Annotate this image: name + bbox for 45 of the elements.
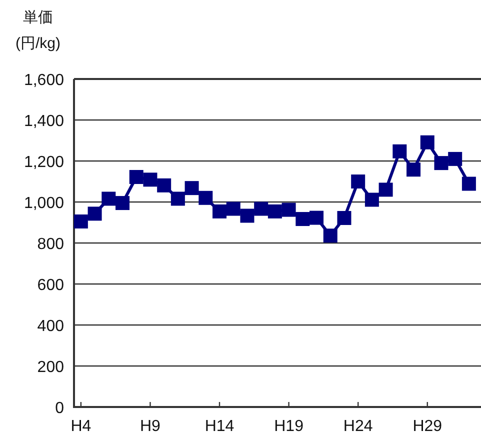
point — [392, 144, 407, 158]
point — [157, 178, 172, 192]
point — [143, 172, 158, 187]
point — [364, 192, 379, 207]
point — [116, 196, 130, 210]
y-tick-label: 400 — [37, 318, 64, 335]
y-tick-label: 800 — [37, 236, 64, 253]
point — [310, 210, 324, 225]
y-tick-label: 1,400 — [24, 113, 64, 130]
point — [378, 182, 393, 197]
x-tick-label: H19 — [274, 418, 304, 435]
x-tick-label: H29 — [412, 418, 442, 435]
y-tick-label: 1,600 — [24, 72, 64, 89]
point — [74, 214, 88, 228]
point — [170, 192, 185, 206]
point — [462, 176, 476, 191]
point — [323, 228, 338, 243]
x-tick-label: H9 — [140, 418, 161, 435]
point — [226, 202, 240, 216]
point — [282, 202, 296, 217]
y-tick-label: 200 — [37, 359, 64, 376]
x-tick-label: H4 — [70, 418, 92, 435]
point — [420, 135, 434, 150]
y-tick-label: 1,000 — [24, 195, 64, 212]
point — [406, 162, 421, 177]
point — [434, 156, 448, 170]
y-axis-title: 単価 (円/kg) — [16, 9, 61, 52]
point — [296, 212, 310, 226]
point — [102, 192, 116, 206]
point — [268, 204, 282, 218]
point — [254, 202, 268, 216]
point — [184, 181, 199, 196]
point — [337, 210, 352, 225]
y-tick-label: 1,200 — [24, 154, 64, 171]
x-tick-label: H24 — [343, 418, 373, 435]
point — [129, 170, 144, 184]
y-tick-label: 600 — [37, 277, 64, 294]
point — [240, 208, 254, 223]
point — [198, 190, 213, 205]
point — [448, 152, 462, 166]
point — [88, 206, 102, 221]
point — [351, 174, 366, 188]
x-tick-label: H14 — [204, 418, 234, 435]
point — [212, 204, 227, 218]
y-tick-label: 0 — [55, 400, 64, 417]
